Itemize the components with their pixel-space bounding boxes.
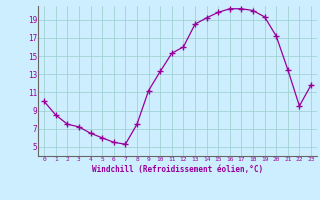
X-axis label: Windchill (Refroidissement éolien,°C): Windchill (Refroidissement éolien,°C): [92, 165, 263, 174]
